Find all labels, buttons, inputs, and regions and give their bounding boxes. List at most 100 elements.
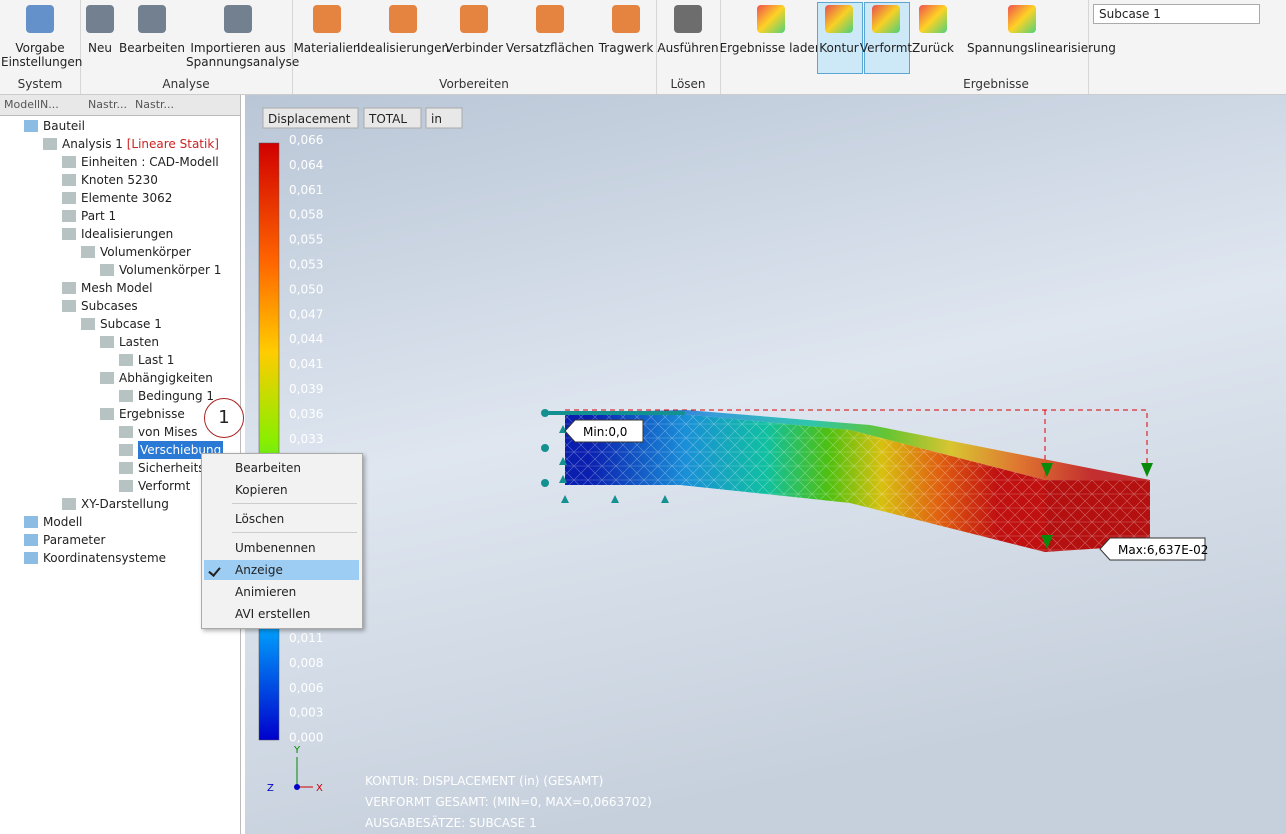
ribbon-button[interactable]: Verbinder	[444, 41, 504, 55]
ribbon-button[interactable]: Spannungslinearisierung	[967, 41, 1116, 55]
tree-item[interactable]: Einheiten : CAD-Modell	[81, 155, 219, 169]
tree-icon	[119, 426, 133, 438]
group-title: System	[17, 77, 63, 91]
tree-item[interactable]: Knoten 5230	[81, 173, 158, 187]
tree-item[interactable]: Part 1	[81, 209, 117, 223]
menu-highlight	[204, 560, 359, 580]
legend-label: 0,050	[289, 282, 323, 296]
tree-item[interactable]: XY-Darstellung	[81, 497, 169, 511]
browser-tab[interactable]: Modell	[4, 98, 41, 111]
footer-text: AUSGABESÄTZE: SUBCASE 1	[365, 815, 537, 830]
ribbon-button[interactable]: Kontur	[819, 41, 859, 55]
tree-item[interactable]: Parameter	[43, 533, 106, 547]
tree-icon	[81, 318, 95, 330]
tree-item[interactable]: Bedingung 1	[138, 389, 215, 403]
tree-item[interactable]: Subcase 1	[100, 317, 162, 331]
color-bar	[258, 142, 280, 741]
constraints	[541, 409, 685, 503]
separator	[292, 0, 293, 94]
legend-label: 0,036	[289, 407, 323, 421]
tab-bar	[0, 95, 240, 116]
ribbon-button[interactable]: Versatzflächen	[505, 41, 595, 55]
tree-item[interactable]: Mesh Model	[81, 281, 153, 295]
dropdown-box	[363, 107, 422, 129]
tree-item[interactable]: Volumenkörper	[100, 245, 191, 259]
legend-label: 0,055	[289, 233, 323, 247]
tree-item[interactable]: Abhängigkeiten	[119, 371, 213, 385]
tree-item[interactable]: von Mises	[138, 425, 198, 439]
tree-item[interactable]: Volumenkörper 1	[119, 263, 222, 277]
dropdown[interactable]: TOTAL	[368, 112, 407, 126]
menu-item[interactable]: Anzeige	[235, 563, 283, 577]
tree-icon	[62, 300, 76, 312]
ribbon-button[interactable]: Verformt	[859, 41, 913, 55]
context-menu: Bearbeiten Kopieren Löschen Umbenennen Anzei…	[201, 453, 363, 629]
ribbon-button[interactable]: Ergebnisse laden	[719, 41, 823, 55]
tree-icon	[119, 354, 133, 366]
tree-item[interactable]: Elemente 3062	[81, 191, 173, 205]
tree-icon	[81, 246, 95, 258]
dropdown[interactable]: in	[431, 112, 442, 126]
subcase-select[interactable]: Subcase 1	[1093, 4, 1260, 24]
legend-label: 0,006	[289, 681, 323, 695]
tree-item[interactable]: Koordinatensysteme	[43, 551, 167, 565]
legend-label: 0,047	[289, 307, 323, 321]
tree-icon	[100, 372, 114, 384]
tree-icon	[24, 534, 38, 546]
tree-icon	[62, 192, 76, 204]
tree-item[interactable]: Last 1	[138, 353, 175, 367]
tree-item[interactable]: Ergebnisse	[119, 407, 185, 421]
menu-item[interactable]: Löschen	[235, 512, 285, 526]
tree-icon	[119, 390, 133, 402]
tree-item[interactable]: Subcases	[81, 299, 138, 313]
menu-item[interactable]: Kopieren	[235, 483, 288, 497]
button-icon	[757, 5, 785, 33]
ribbon-button[interactable]: Tragwerk	[598, 41, 654, 55]
browser-tab[interactable]: Nastr...	[88, 98, 128, 111]
ribbon-button[interactable]: Materialien	[293, 41, 361, 55]
separator	[1088, 0, 1089, 94]
separator	[656, 0, 657, 94]
ribbon-button[interactable]: Zurück	[912, 41, 954, 55]
legend-label: 0,008	[289, 656, 323, 670]
tree-icon	[62, 210, 76, 222]
button-icon	[1008, 5, 1036, 33]
browser-tab[interactable]: Nastr...	[135, 98, 175, 111]
tree-item[interactable]: Analysis 1 [Lineare Statik]	[62, 137, 219, 151]
tree-item[interactable]: Bauteil	[43, 119, 85, 133]
ribbon-button[interactable]: Bearbeiten	[119, 41, 185, 55]
ribbon-button[interactable]: Ausführen	[657, 41, 719, 55]
dropdown-box	[262, 107, 359, 129]
tree-item[interactable]: Modell	[43, 515, 83, 529]
tree-item[interactable]: Idealisierungen	[81, 227, 174, 241]
ribbon: System Vorgabe Einstellungen Analyse Neu Bea…	[0, 0, 1286, 95]
ribbon-button[interactable]: Importieren aus Spannungsanalyse	[186, 41, 300, 69]
button-icon	[919, 5, 947, 33]
button-icon	[872, 5, 900, 33]
tree-icon	[62, 228, 76, 240]
ribbon-button[interactable]: Neu	[88, 41, 112, 55]
viewport: Displacement TOTAL in 0,066 0,064 0,061 0,058 0…	[245, 95, 1286, 834]
tree-item[interactable]: Lasten	[119, 335, 159, 349]
ribbon-button[interactable]: Idealisierungen	[356, 41, 450, 55]
group-title: Analyse	[162, 77, 210, 91]
ribbon-button[interactable]: Vorgabe Einstellungen	[1, 41, 83, 69]
button-icon	[389, 5, 417, 33]
tree-item[interactable]: Verformt	[138, 479, 191, 493]
browser-tab[interactable]: N...	[40, 98, 59, 111]
triad	[294, 757, 313, 790]
menu-item[interactable]: Animieren	[235, 585, 297, 599]
menu-item[interactable]: Bearbeiten	[235, 461, 301, 475]
dropdown-box	[425, 107, 463, 129]
tree-icon	[62, 156, 76, 168]
tree-item[interactable]: Sicherheitsf	[138, 461, 209, 475]
label-box	[564, 419, 644, 443]
menu-item[interactable]: Umbenennen	[235, 541, 316, 555]
button-icon	[825, 5, 853, 33]
dropdown[interactable]: Displacement	[268, 112, 351, 126]
legend-label: 0,066	[289, 133, 323, 147]
tree-icon	[62, 174, 76, 186]
callout: 1	[218, 407, 230, 428]
menu-item[interactable]: AVI erstellen	[235, 607, 311, 621]
legend-label: 0,000	[289, 731, 323, 745]
